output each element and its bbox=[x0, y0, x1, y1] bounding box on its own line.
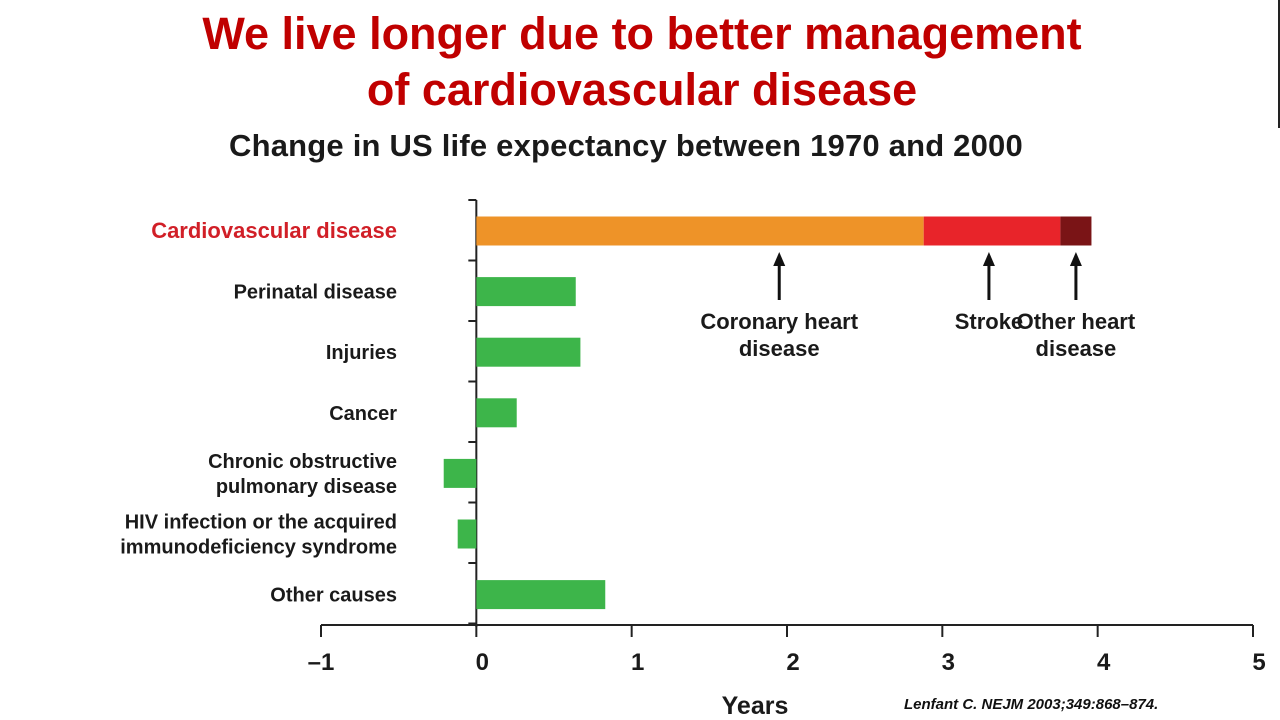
bar bbox=[476, 580, 606, 610]
x-tick-label: 4 bbox=[1097, 649, 1111, 676]
category-label: Injuries bbox=[326, 342, 397, 364]
slide-title-line-1: We live longer due to better management bbox=[202, 8, 1082, 59]
stacked-bar-segment bbox=[1060, 216, 1092, 246]
category-label: pulmonary disease bbox=[216, 476, 397, 498]
bar bbox=[476, 398, 517, 428]
annotation-arrowhead bbox=[773, 252, 786, 266]
segment-annotation: Stroke bbox=[955, 309, 1023, 334]
bar bbox=[476, 337, 581, 367]
x-tick-label: 5 bbox=[1252, 649, 1265, 676]
segment-annotation: disease bbox=[739, 336, 820, 361]
slide-title-line-2: of cardiovascular disease bbox=[366, 64, 918, 115]
category-label: HIV infection or the acquired bbox=[125, 512, 397, 534]
annotation-arrowhead bbox=[982, 252, 995, 266]
x-tick-label: 2 bbox=[786, 649, 799, 676]
x-tick-label: 1 bbox=[631, 649, 644, 676]
category-label: immunodeficiency syndrome bbox=[120, 537, 397, 559]
chart-title: Change in US life expectancy between 197… bbox=[229, 128, 1023, 163]
x-axis-label: Years bbox=[722, 692, 789, 720]
category-label: Chronic obstructive bbox=[208, 451, 397, 473]
annotation-arrowhead bbox=[1069, 252, 1082, 266]
category-label: Cancer bbox=[329, 403, 397, 425]
bar bbox=[457, 519, 477, 549]
segment-annotation: disease bbox=[1036, 336, 1117, 361]
x-tick-label: 0 bbox=[476, 649, 489, 676]
stacked-bar-segment bbox=[476, 216, 924, 246]
x-tick-label: 3 bbox=[942, 649, 955, 676]
stacked-bar-segment bbox=[923, 216, 1061, 246]
bar bbox=[443, 458, 477, 488]
slide-title: We live longer due to better management … bbox=[0, 6, 1280, 118]
segment-annotation: Other heart bbox=[1017, 309, 1136, 334]
segment-annotation: Coronary heart bbox=[700, 309, 858, 334]
x-tick-label: –1 bbox=[308, 649, 335, 676]
category-label: Other causes bbox=[270, 585, 397, 607]
category-label: Cardiovascular disease bbox=[151, 218, 397, 243]
edge-divider bbox=[1278, 0, 1280, 128]
category-label: Perinatal disease bbox=[234, 282, 397, 304]
bar bbox=[476, 277, 576, 307]
citation: Lenfant C. NEJM 2003;349:868–874. bbox=[904, 696, 1159, 713]
